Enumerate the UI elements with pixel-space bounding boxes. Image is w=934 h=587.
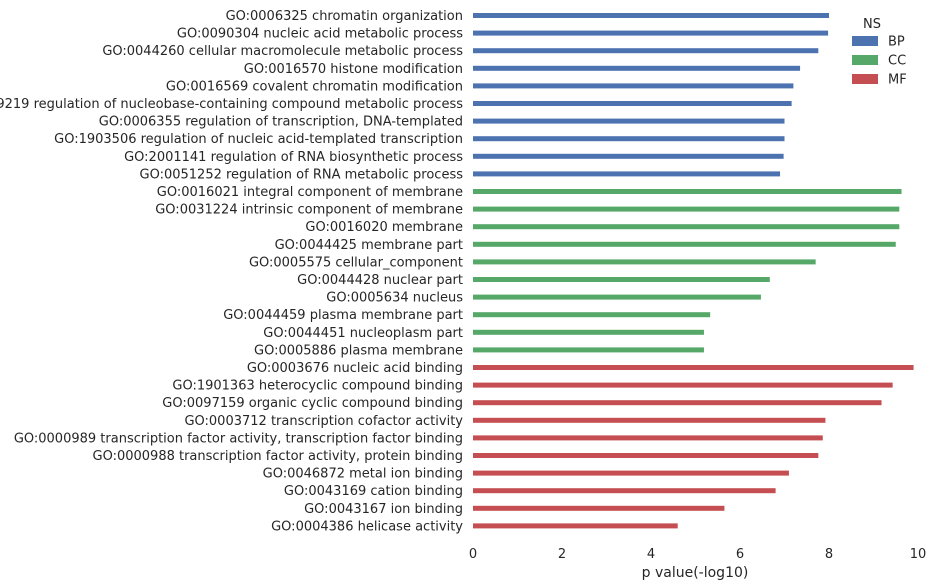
bar-mf [473,488,776,494]
category-label: GO:0004386 helicase activity [271,519,463,534]
category-labels: GO:0006325 chromatin organization GO:0090… [0,9,463,534]
category-label: GO:0003676 nucleic acid binding [247,361,463,376]
bar-cc [473,224,900,230]
category-label: GO:0043169 cation binding [284,484,463,499]
category-label: GO:0016021 integral component of membran… [157,185,463,200]
bar-mf [473,382,893,388]
x-tick-label: 8 [825,547,833,562]
bar-cc [473,277,770,282]
legend-swatch-cc [852,55,878,65]
bar-cc [473,294,761,300]
category-label: GO:0005634 nucleus [326,291,463,306]
category-label: GO:0005886 plasma membrane [254,343,463,358]
legend-label: CC [888,54,906,69]
legend-swatch-mf [852,74,878,84]
x-tick-label: 4 [647,547,655,562]
bar-bp [473,171,781,177]
category-label: GO:0044425 membrane part [275,238,463,253]
category-label: GO:0097159 organic cyclic compound bindi… [162,396,463,411]
category-label: GO:0019219 regulation of nucleobase-cont… [0,97,463,112]
category-label: GO:0044459 plasma membrane part [223,308,463,323]
category-label: GO:0016570 histone modification [244,62,463,77]
legend-swatch-bp [852,36,878,46]
bar-bp [473,13,829,18]
bar-cc [473,206,900,212]
bar-bp [473,48,819,54]
category-label: GO:1903506 regulation of nucleic acid-te… [54,132,463,147]
category-label: GO:0043167 ion binding [304,502,463,517]
bar-bp [473,118,785,124]
category-label: GO:0031224 intrinsic component of membra… [155,203,463,218]
legend-label: MF [888,73,907,88]
bar-mf [473,435,823,441]
category-label: GO:0044428 nuclear part [297,273,463,288]
category-label: GO:0016569 covalent chromatin modificati… [166,79,463,94]
bar-cc [473,312,711,318]
x-tick-label: 2 [558,547,566,562]
category-label: GO:0090304 nucleic acid metabolic proces… [177,27,463,42]
bar-cc [473,347,704,353]
legend-label: BP [888,35,905,50]
x-axis-title: p value(-log10) [642,565,749,581]
category-label: GO:0044260 cellular macromolecule metabo… [102,44,463,59]
bar-bp [473,30,829,36]
category-label: GO:0046872 metal ion binding [263,467,463,482]
category-label: GO:2001141 regulation of RNA biosyntheti… [124,150,463,165]
x-tick-label: 0 [469,547,477,562]
category-label: GO:0044451 nucleoplasm part [263,326,463,341]
category-label: GO:0003712 transcription cofactor activi… [184,414,463,429]
legend-title: NS [863,17,881,32]
bar-bp [473,136,785,142]
category-label: GO:0051252 regulation of RNA metabolic p… [140,167,464,182]
bar-mf [473,400,882,406]
bar-bp [473,101,792,106]
bar-bp [473,65,801,71]
x-tick-label: 10 [910,547,927,562]
category-label: GO:0005575 cellular_component [249,255,463,270]
bar-cc [473,189,902,194]
bar-bp [473,153,784,159]
x-tick-label: 6 [736,547,744,562]
legend: NS BP CC MF [852,17,907,88]
x-axis: 0 2 4 6 8 10 [469,547,926,562]
bar-mf [473,505,725,511]
bar-bp [473,83,794,89]
category-label: GO:1901363 heterocyclic compound binding [172,379,463,394]
category-label: GO:0016020 membrane [305,220,463,235]
bar-cc [473,241,896,247]
bar-cc [473,329,704,335]
bar-cc [473,259,816,265]
category-label: GO:0006355 regulation of transcription, … [99,115,463,130]
bar-mf [473,453,819,458]
bar-mf [473,417,826,423]
legend-items: BP CC MF [852,35,907,88]
category-label: GO:0000988 transcription factor activity… [93,449,464,464]
bar-mf [473,523,678,529]
bar-mf [473,470,789,476]
category-label: GO:0006325 chromatin organization [226,9,463,24]
category-label: GO:0000989 transcription factor activity… [14,431,463,446]
bars [473,13,914,529]
bar-mf [473,365,914,370]
